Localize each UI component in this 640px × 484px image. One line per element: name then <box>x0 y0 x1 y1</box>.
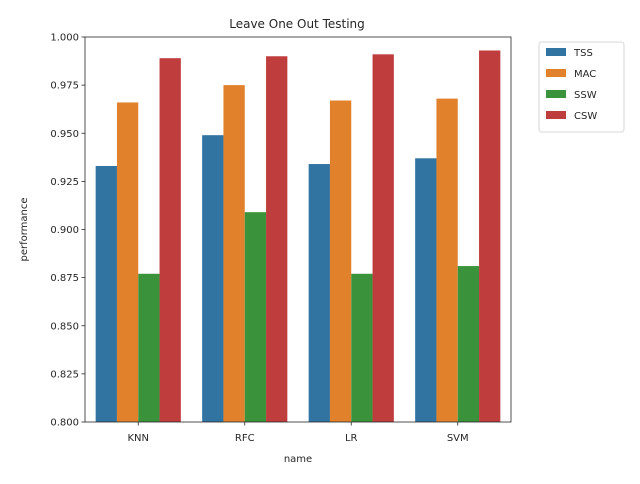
y-axis: 0.800 0.825 0.850 0.875 0.900 0.925 0.950 0.975… <box>50 33 85 429</box>
bar-svm-csw <box>479 50 501 422</box>
bar-knn-ssw <box>138 273 160 422</box>
bar-lr-ssw <box>351 273 373 422</box>
bar-lr-tss <box>308 164 330 423</box>
bar-lr-mac <box>329 100 352 423</box>
y-tick-label: 0.900 <box>50 225 79 236</box>
legend-swatch-csw <box>546 111 566 119</box>
legend-swatch-ssw <box>546 90 566 98</box>
y-tick-label: 0.875 <box>50 273 79 284</box>
bar-knn-tss <box>95 165 117 422</box>
x-axis-label: name <box>284 454 312 465</box>
x-tick-label: KNN <box>127 433 149 444</box>
y-tick-label: 0.825 <box>50 369 79 380</box>
legend-label-csw: CSW <box>574 111 597 122</box>
y-tick-label: 0.950 <box>50 129 79 140</box>
bars <box>95 50 501 423</box>
legend-swatch-tss <box>546 48 566 56</box>
y-tick-label: 0.925 <box>50 177 79 188</box>
chart-title: Leave One Out Testing <box>229 17 365 31</box>
bar-svm-ssw <box>457 266 480 422</box>
bar-knn-csw <box>159 58 181 423</box>
legend: TSS MAC SSW CSW <box>538 41 625 133</box>
bar-rfc-mac <box>223 85 245 422</box>
bar-lr-csw <box>372 54 394 422</box>
x-tick-label: RFC <box>235 433 255 444</box>
x-tick-label: SVM <box>447 433 469 444</box>
y-tick-label: 0.850 <box>50 321 79 332</box>
x-tick-label: LR <box>345 433 358 444</box>
legend-label-tss: TSS <box>573 48 593 59</box>
legend-swatch-mac <box>546 69 566 77</box>
bar-rfc-ssw <box>244 212 267 422</box>
y-tick-label: 0.975 <box>50 81 79 92</box>
x-axis: KNN RFC LR SVM <box>127 422 469 444</box>
bar-svm-tss <box>415 158 437 422</box>
bar-rfc-csw <box>266 56 288 422</box>
bar-svm-mac <box>436 98 458 422</box>
legend-box <box>538 41 625 133</box>
y-tick-label: 0.800 <box>50 418 79 429</box>
y-tick-label: 1.000 <box>50 33 79 44</box>
bar-rfc-tss <box>202 135 224 423</box>
legend-label-ssw: SSW <box>574 90 597 101</box>
bar-knn-mac <box>116 102 139 422</box>
legend-label-mac: MAC <box>574 69 596 80</box>
y-axis-label: performance <box>19 197 30 261</box>
